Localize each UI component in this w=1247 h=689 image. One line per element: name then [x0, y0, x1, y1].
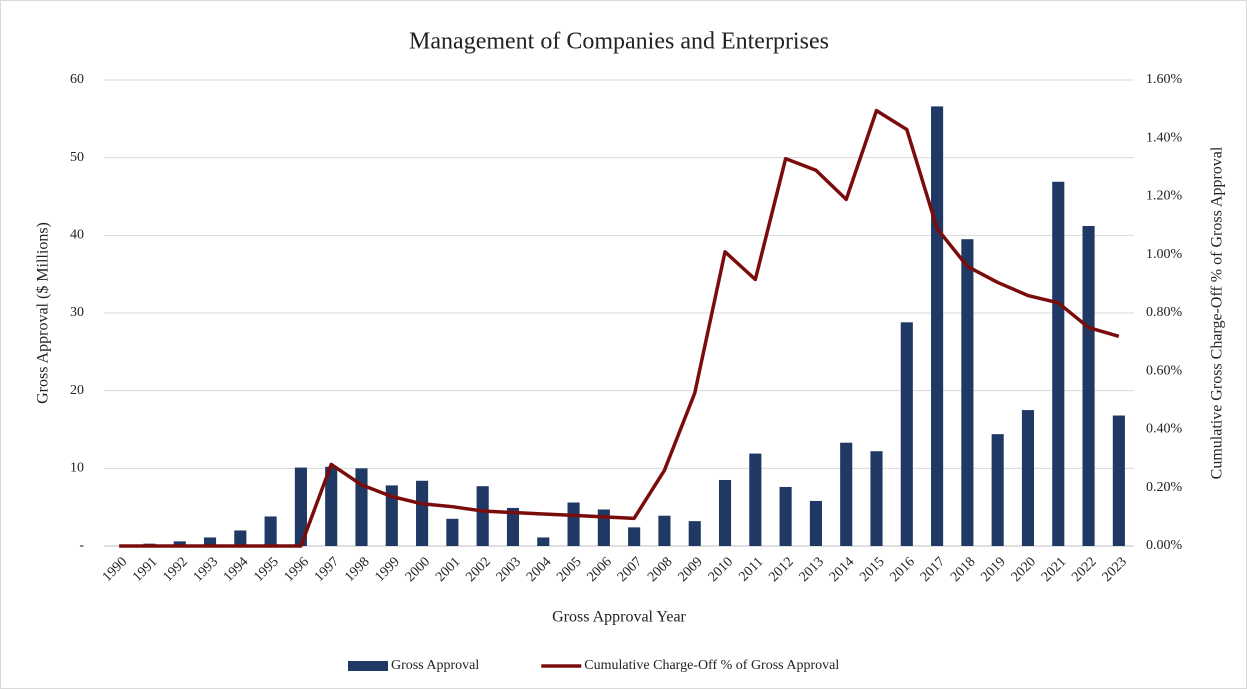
bar: [840, 442, 853, 546]
y-tick-label: 40: [70, 228, 84, 243]
y-axis-label: Gross Approval ($ Millions): [35, 222, 52, 404]
bar: [325, 466, 338, 546]
line: [119, 108, 1120, 548]
y2-tick-label: 0.80%: [1146, 305, 1183, 320]
chart-title: Management of Companies and Enterprises: [409, 29, 829, 55]
bar: [1112, 415, 1125, 546]
bar: [446, 518, 459, 546]
y2-tick-label: 1.40%: [1146, 130, 1183, 145]
bar: [991, 434, 1004, 546]
y2-tick-label: 0.40%: [1146, 422, 1183, 437]
bar: [506, 507, 520, 546]
bar: [931, 106, 944, 546]
bar: [628, 527, 641, 546]
y-tick-label: 20: [70, 383, 84, 398]
bar: [476, 486, 489, 546]
y2-tick-label: 1.60%: [1146, 72, 1183, 87]
bar: [658, 515, 671, 546]
y2-tick-label: 0.20%: [1146, 480, 1183, 495]
legend-label: Cumulative Charge-Off % of Gross Approva…: [584, 658, 839, 673]
x-axis-label: Gross Approval Year: [552, 609, 686, 626]
bar: [173, 541, 186, 546]
y-tick-label: 10: [70, 461, 84, 476]
bar: [234, 530, 247, 546]
y-tick-label: -: [79, 538, 84, 553]
bar: [294, 467, 307, 546]
bar: [779, 486, 792, 546]
bar: [1052, 181, 1065, 546]
bar: [688, 521, 701, 546]
y2-tick-label: 1.00%: [1146, 247, 1183, 262]
bar: [809, 500, 822, 546]
bar: [416, 480, 429, 546]
bar: [385, 485, 398, 546]
bar: [961, 239, 974, 546]
bar: [718, 479, 732, 546]
y2-tick-label: 0.60%: [1146, 363, 1183, 378]
bar: [900, 322, 913, 546]
bar: [567, 502, 580, 546]
bar: [870, 451, 883, 546]
bar: [537, 537, 550, 546]
legend-label: Gross Approval: [391, 658, 479, 673]
y-tick-label: 50: [70, 150, 84, 165]
bar: [1082, 226, 1095, 546]
bar: [203, 537, 217, 546]
y-tick-label: 60: [70, 72, 84, 87]
y2-tick-label: 0.00%: [1146, 538, 1183, 553]
legend-swatch: [348, 661, 388, 671]
bar: [264, 516, 277, 546]
y-tick-label: 30: [70, 305, 84, 320]
bar: [749, 453, 762, 546]
y2-axis-label: Cumulative Gross Charge-Off % of Gross A…: [1209, 146, 1226, 479]
bar: [1021, 410, 1035, 546]
y2-tick-label: 1.20%: [1146, 189, 1183, 204]
